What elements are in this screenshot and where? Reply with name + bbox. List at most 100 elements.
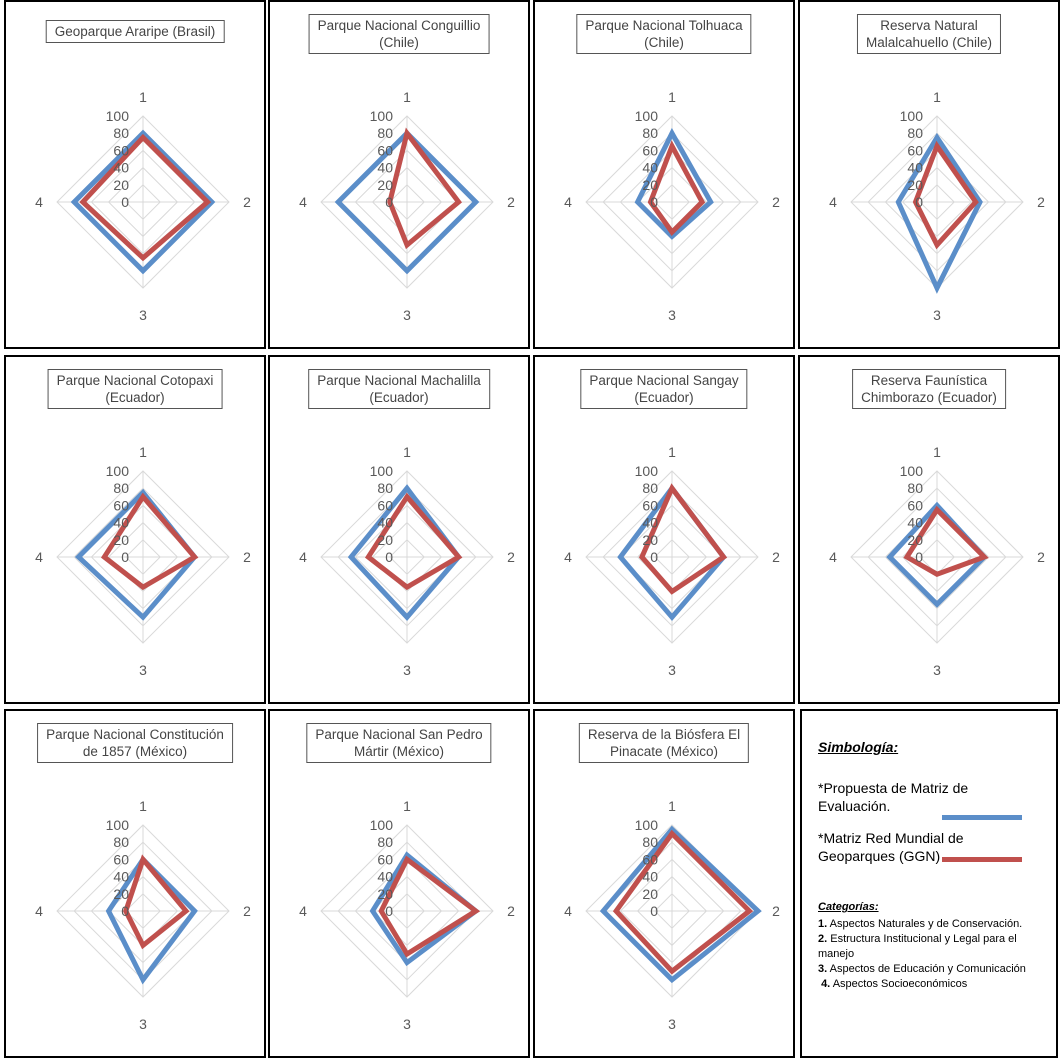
tick-label: 0 (915, 549, 923, 565)
axis-category-label: 2 (772, 194, 780, 210)
series-ggn-line (612, 829, 754, 975)
tick-label: 80 (377, 834, 393, 850)
tick-label: 100 (635, 108, 659, 124)
series-ggn-line (638, 483, 728, 595)
chart-title-line: de 1857 (México) (82, 744, 188, 759)
chart-title-line: Parque Nacional Machalilla (317, 373, 481, 388)
tick-label: 80 (113, 834, 129, 850)
legend-panel: Simbología: *Propuesta de Matriz de Eval… (800, 709, 1058, 1058)
axis-category-label: 3 (668, 1016, 676, 1032)
tick-label: 40 (907, 515, 923, 531)
tick-label: 40 (377, 160, 393, 176)
axis-category-label: 1 (668, 89, 676, 105)
tick-label: 0 (121, 903, 129, 919)
axis-category-label: 1 (933, 89, 941, 105)
chart-title: Parque Nacional Tolhuaca (Chile) (576, 14, 752, 54)
axis-category-label: 1 (933, 444, 941, 460)
series-ggn-line (387, 127, 463, 250)
tick-label: 60 (642, 851, 658, 867)
axis-category-label: 4 (829, 194, 837, 210)
axis-category-label: 1 (139, 798, 147, 814)
axis-category-label: 3 (403, 1016, 411, 1032)
radar-chart-panel: Reserva Natural Malalcahuello (Chile) 0 20 4… (798, 0, 1060, 349)
category-item: 3. Aspectos de Educación y Comunicación (818, 963, 1026, 975)
series-ggn-line (79, 133, 212, 262)
tick-label: 20 (642, 532, 658, 548)
series-propuesta-line (334, 129, 480, 275)
tick-label: 20 (377, 532, 393, 548)
chart-title-line: (Ecuador) (634, 390, 694, 405)
tick-label: 80 (642, 834, 658, 850)
axis-category-label: 4 (35, 903, 43, 919)
series-ggn-line (378, 855, 481, 958)
axis-category-label: 2 (243, 549, 251, 565)
tick-label: 20 (907, 177, 923, 193)
legend-item-propuesta-line2: Evaluación. (818, 798, 891, 814)
tick-label: 0 (385, 549, 393, 565)
axis-category-label: 3 (933, 662, 941, 678)
axis-category-label: 1 (139, 444, 147, 460)
tick-label: 60 (377, 142, 393, 158)
tick-label: 60 (377, 851, 393, 867)
tick-label: 100 (635, 463, 659, 479)
tick-label: 60 (642, 142, 658, 158)
axis-category-label: 3 (403, 662, 411, 678)
chart-title-line: Mártir (México) (353, 744, 444, 759)
axis-category-label: 4 (299, 903, 307, 919)
series-propuesta-line (895, 132, 983, 294)
tick-label: 100 (106, 817, 130, 833)
tick-label: 0 (121, 194, 129, 210)
tick-label: 20 (377, 177, 393, 193)
legend-swatch-propuesta (942, 815, 1022, 820)
chart-title: Parque Nacional Cotopaxi (Ecuador) (47, 369, 223, 409)
radar-chart-panel: Parque Nacional Tolhuaca (Chile) 0 20 40 60 80… (533, 0, 795, 349)
axis-category-label: 1 (403, 89, 411, 105)
chart-title: Parque Nacional Constitución de 1857 (Méx… (37, 723, 233, 763)
radar-chart-panel: Reserva Faunística Chimborazo (Ecuador) 0 2… (798, 355, 1060, 704)
chart-title-line: (Chile) (379, 35, 419, 50)
series-ggn-line (903, 505, 989, 577)
axis-category-label: 4 (35, 194, 43, 210)
category-item: 2. Estructura Institucional y Legal para… (818, 933, 1017, 960)
radar-chart-panel: Parque Nacional San Pedro Mártir (México)… (268, 709, 530, 1058)
chart-title: Reserva Natural Malalcahuello (Chile) (856, 14, 1002, 54)
axis-category-label: 2 (1037, 549, 1045, 565)
chart-title-line: Pinacate (México) (609, 744, 719, 759)
tick-label: 80 (642, 480, 658, 496)
chart-title-line: Parque Nacional Tolhuaca (585, 18, 743, 33)
radar-chart-panel: Parque Nacional Conguillio (Chile) 0 20 40 60… (268, 0, 530, 349)
tick-label: 100 (900, 463, 924, 479)
axis-category-label: 2 (243, 903, 251, 919)
axis-category-label: 2 (507, 903, 515, 919)
tick-label: 100 (370, 463, 394, 479)
tick-label: 0 (650, 194, 658, 210)
tick-label: 60 (113, 851, 129, 867)
tick-label: 40 (377, 869, 393, 885)
tick-label: 60 (907, 497, 923, 513)
series-ggn-line (100, 492, 199, 591)
legend-item-propuesta-line1: *Propuesta de Matriz de (818, 780, 969, 796)
category-item: 1. Aspectos Naturales y de Conservación. (818, 918, 1023, 930)
chart-title: Reserva Faunística Chimborazo (Ecuador) (852, 369, 1006, 409)
axis-category-label: 1 (668, 444, 676, 460)
axis-category-label: 2 (1037, 194, 1045, 210)
tick-label: 40 (642, 515, 658, 531)
categories-list: 1. Aspectos Naturales y de Conservación.… (818, 917, 1050, 992)
chart-title-line: (Ecuador) (105, 390, 165, 405)
radar-chart-panel: Parque Nacional Cotopaxi (Ecuador) 0 20 40 60… (4, 355, 266, 704)
series-ggn-line (647, 140, 706, 236)
tick-label: 80 (907, 480, 923, 496)
axis-category-label: 3 (139, 662, 147, 678)
chart-title-line: Chimborazo (Ecuador) (861, 390, 997, 405)
tick-label: 80 (907, 125, 923, 141)
chart-title-line: (Chile) (644, 35, 684, 50)
chart-title: Geoparque Araripe (Brasil) (45, 20, 225, 43)
axis-category-label: 4 (564, 194, 572, 210)
